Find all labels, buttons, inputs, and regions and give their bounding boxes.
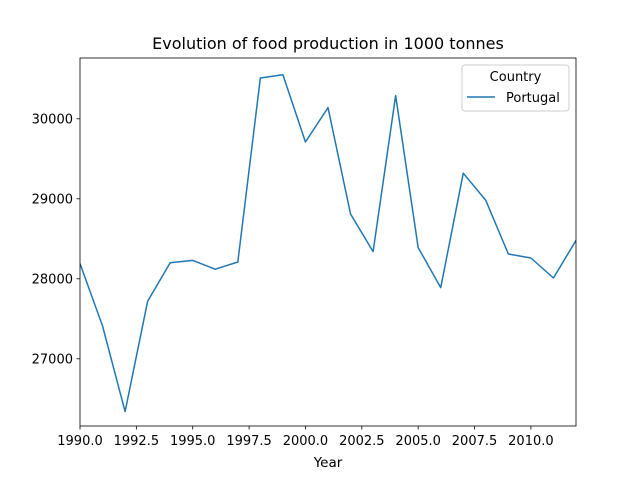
y-tick-label: 30000: [32, 112, 73, 127]
x-tick-label: 2007.5: [452, 434, 498, 449]
x-tick-label: 2000.0: [283, 434, 329, 449]
legend-box: [461, 64, 570, 112]
x-tick-label: 2002.5: [339, 434, 385, 449]
legend: Country Portugal: [461, 64, 570, 112]
legend-label-portugal: Portugal: [506, 91, 560, 106]
x-tick-label: 2010.0: [508, 434, 554, 449]
x-axis-label: Year: [313, 455, 343, 471]
x-tick-label: 2005.0: [395, 434, 441, 449]
series-line-portugal: [80, 74, 576, 413]
plot-area: 1990.0 1992.5 1995.0 1997.5 2000.0 2002.5 2005…: [32, 57, 577, 449]
axes-frame: [79, 57, 577, 427]
chart-title: Evolution of food production in 1000 ton…: [152, 34, 504, 53]
y-tick-label: 28000: [32, 272, 73, 287]
x-tick-label: 1995.0: [170, 434, 216, 449]
y-tick-label: 29000: [32, 192, 73, 207]
y-tick-label: 27000: [32, 352, 73, 367]
x-tick-label: 1990.0: [57, 434, 103, 449]
legend-title: Country: [490, 70, 542, 85]
x-tick-label: 1992.5: [114, 434, 160, 449]
x-tick-label: 1997.5: [226, 434, 272, 449]
